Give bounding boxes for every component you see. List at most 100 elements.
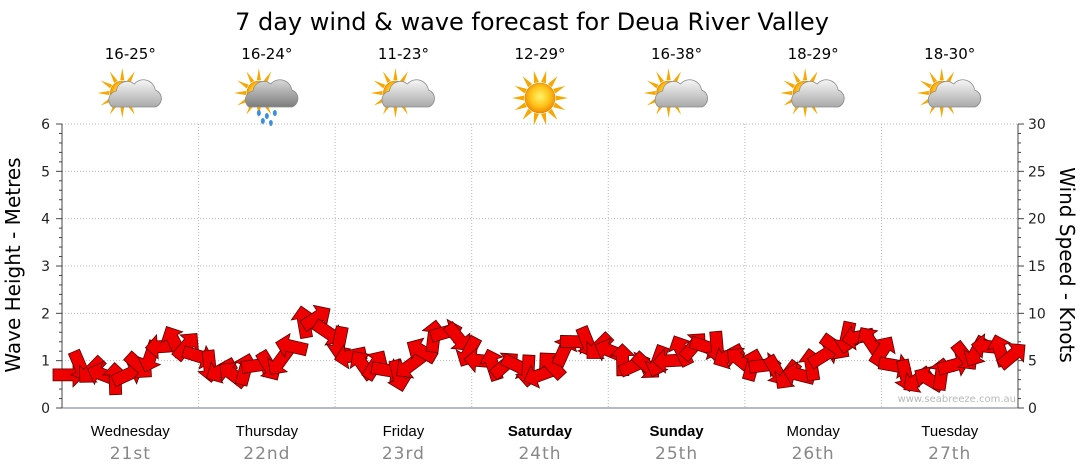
sun-ray [120, 105, 125, 118]
sun-ray [514, 102, 527, 111]
right-tick-label: 10 [1028, 306, 1046, 322]
partly-cloudy-icon [370, 68, 435, 118]
sun-ray [643, 90, 656, 96]
wind-arrow-point [334, 344, 368, 370]
sun-ray [237, 80, 249, 89]
sun-ray [522, 108, 533, 120]
sun-ray [233, 90, 247, 96]
daily-weather-row: 16-25° 16-24° 11-23° 12-29° 16-38° 18-29° 18-3… [97, 45, 982, 126]
sun-ray [246, 71, 255, 83]
sun-disc [524, 82, 556, 114]
sun-ray [809, 71, 818, 83]
sun-ray [803, 105, 808, 118]
sun-ray [97, 90, 110, 96]
day-date-label: 23rd [382, 444, 425, 464]
sun-ray [939, 105, 944, 118]
sun-ray [920, 80, 932, 89]
day-name-label: Friday [383, 423, 425, 440]
temperature-range: 11-23° [378, 45, 429, 63]
wind-arrow-point [996, 343, 1026, 371]
day-name-label: Saturday [508, 423, 573, 440]
sun-ray [100, 80, 113, 89]
sun-ray [939, 68, 944, 81]
sun-ray [382, 71, 391, 83]
sun-ray [656, 71, 664, 83]
sun-ray [666, 105, 671, 118]
sun-ray [126, 71, 135, 83]
day-date-label: 22nd [243, 444, 290, 464]
watermark-text: www.seabreeze.com.au [898, 394, 1016, 405]
day-name-label: Thursday [236, 423, 299, 440]
day-name-label: Sunday [649, 423, 704, 440]
cloud-shape [108, 79, 162, 108]
sun-ray [803, 68, 808, 81]
left-tick-label: 5 [41, 164, 50, 180]
cloud-shape [927, 79, 982, 108]
temperature-range: 12-29° [514, 45, 565, 63]
sun-ray [553, 85, 566, 94]
wind-arrow-point [275, 332, 309, 359]
partly-cloudy-icon [97, 68, 162, 118]
day-date-label: 26th [792, 444, 835, 464]
day-name-label: Wednesday [91, 423, 170, 440]
sun-ray [541, 70, 547, 84]
cloud-shape [245, 79, 299, 108]
left-tick-label: 6 [41, 117, 50, 133]
day-name-label: Tuesday [921, 423, 978, 440]
day-date-label: 27th [928, 444, 971, 464]
wave-height-axis: 0 1 2 3 4 5 6 [41, 117, 63, 417]
sun-ray [946, 71, 955, 83]
sun-ray [522, 76, 533, 88]
temperature-range: 16-24° [241, 45, 292, 63]
right-tick-label: 15 [1028, 259, 1046, 275]
right-tick-label: 20 [1028, 212, 1046, 228]
cloud-shape [654, 79, 708, 108]
sun-ray [553, 102, 566, 111]
sun-ray [393, 105, 398, 118]
sunny-icon [512, 70, 568, 126]
right-tick-label: 30 [1028, 117, 1046, 133]
sun-ray [666, 68, 671, 81]
sun-ray [109, 71, 118, 83]
left-tick-label: 4 [41, 212, 50, 228]
temperature-range: 16-25° [105, 45, 156, 63]
sun-ray [256, 68, 261, 81]
partly-cloudy-icon [643, 68, 708, 118]
left-tick-label: 0 [41, 401, 50, 417]
showers-icon [233, 68, 299, 126]
temperature-range: 18-30° [924, 45, 975, 63]
day-name-label: Monday [786, 423, 840, 440]
sun-ray [533, 70, 539, 84]
sun-ray [400, 71, 408, 83]
sun-ray [646, 80, 659, 89]
sun-ray [370, 90, 383, 96]
day-date-label: 25th [655, 444, 698, 464]
rain-drop [260, 118, 265, 124]
left-tick-label: 2 [41, 306, 50, 322]
sun-ray [373, 80, 386, 89]
right-tick-label: 0 [1028, 401, 1037, 417]
sun-ray [541, 112, 547, 126]
sun-ray [792, 71, 801, 83]
sun-ray [533, 112, 539, 126]
cloud-shape [791, 79, 845, 108]
rain-drop [272, 110, 277, 116]
sun-ray [393, 68, 398, 81]
wind-speed-axis: 0 5 10 15 20 25 30 [1017, 117, 1046, 417]
chart-title: 7 day wind & wave forecast for Deua Rive… [235, 8, 829, 36]
partly-cloudy-icon [780, 68, 845, 118]
sun-ray [929, 71, 938, 83]
cloud-shape [381, 79, 435, 108]
sun-ray [673, 71, 682, 83]
sun-ray [916, 90, 929, 96]
sun-ray [514, 85, 527, 94]
right-tick-label: 25 [1028, 164, 1046, 180]
sun-ray [547, 108, 558, 120]
rain-drop [264, 113, 269, 119]
wind-arrow-point [299, 304, 331, 332]
sun-ray [120, 68, 125, 81]
left-axis-title: Wave Height - Metres [1, 157, 25, 372]
day-date-label: 21st [110, 444, 151, 464]
temperature-range: 18-29° [788, 45, 839, 63]
